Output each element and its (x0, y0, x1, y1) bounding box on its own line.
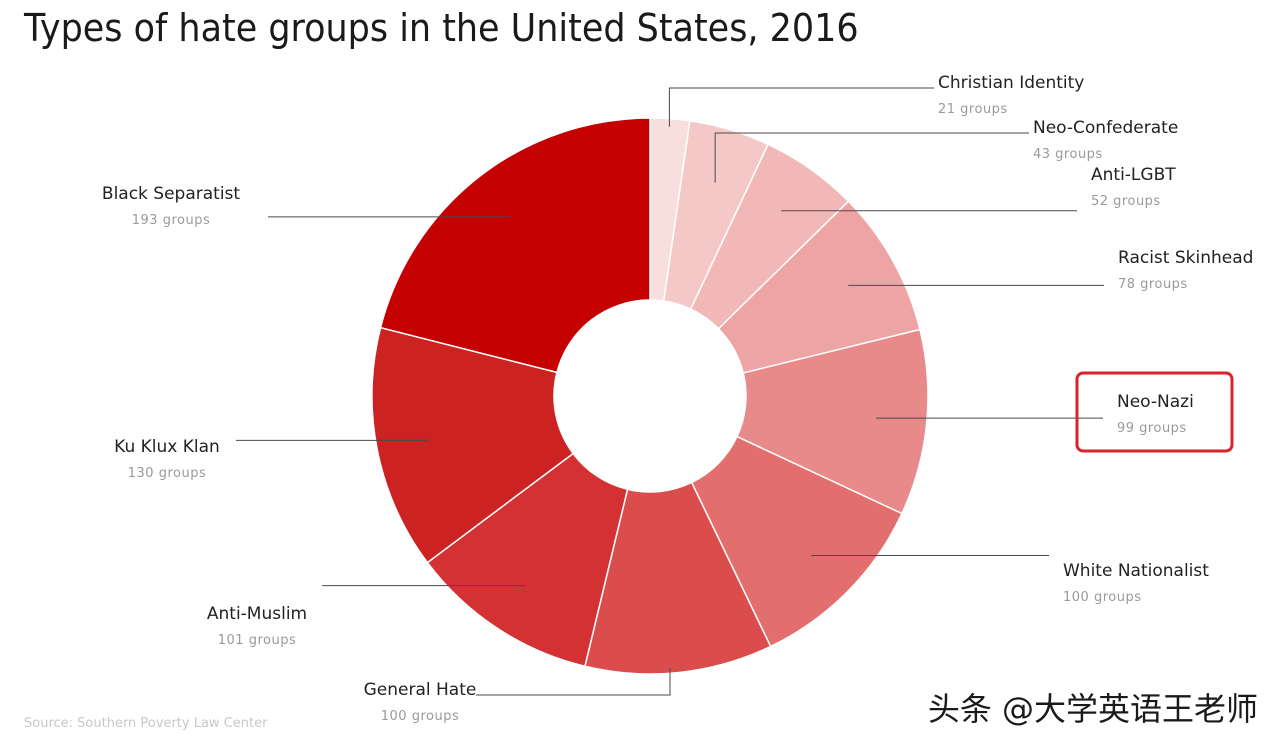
label-anti-muslim: Anti-Muslim 101 groups (207, 604, 307, 648)
label-name-racist-skinhead: Racist Skinhead (1118, 248, 1253, 268)
label-general-hate: General Hate 100 groups (364, 680, 477, 724)
slice-anti-muslim (426, 452, 629, 668)
label-name-neo-nazi: Neo-Nazi (1117, 392, 1194, 412)
label-name-anti-lgbt: Anti-LGBT (1091, 165, 1176, 185)
labels-layer: Christian Identity 21 groups Neo-Confedera… (102, 73, 1254, 724)
label-name-christian-identity: Christian Identity (938, 73, 1084, 93)
label-count-anti-lgbt: 52 groups (1091, 194, 1161, 209)
label-count-neo-confederate: 43 groups (1033, 147, 1103, 162)
label-christian-identity: Christian Identity 21 groups (938, 73, 1084, 117)
slice-general-hate (583, 481, 772, 675)
highlight-box-neo-nazi (1075, 371, 1234, 453)
label-count-racist-skinhead: 78 groups (1118, 277, 1188, 292)
leader-line-neo-confederate (714, 132, 1029, 183)
leader-lines-layer (236, 87, 1104, 696)
label-name-anti-muslim: Anti-Muslim (207, 604, 307, 624)
slice-neo-nazi (735, 328, 929, 515)
label-name-black-separatist: Black Separatist (102, 184, 241, 204)
slice-ku-klux-klan (371, 326, 575, 564)
label-name-white-nationalist: White Nationalist (1063, 561, 1209, 581)
label-neo-confederate: Neo-Confederate 43 groups (1033, 118, 1178, 162)
slice-black-separatist (379, 117, 651, 374)
slice-white-nationalist (690, 435, 903, 648)
label-count-general-hate: 100 groups (381, 709, 459, 724)
label-ku-klux-klan: Ku Klux Klan 130 groups (114, 437, 220, 481)
label-neo-nazi: Neo-Nazi 99 groups (1117, 392, 1194, 436)
chart-title: Types of hate groups in the United State… (24, 6, 859, 50)
source-note: Source: Southern Poverty Law Center (24, 716, 268, 731)
leader-line-general-hate (476, 668, 671, 696)
label-name-ku-klux-klan: Ku Klux Klan (114, 437, 220, 457)
label-count-neo-nazi: 99 groups (1117, 421, 1187, 436)
label-count-black-separatist: 193 groups (132, 213, 210, 228)
label-white-nationalist: White Nationalist 100 groups (1063, 561, 1209, 605)
label-racist-skinhead: Racist Skinhead 78 groups (1118, 248, 1253, 292)
label-name-neo-confederate: Neo-Confederate (1033, 118, 1178, 138)
label-anti-lgbt: Anti-LGBT 52 groups (1091, 165, 1176, 209)
slices-layer (371, 117, 929, 675)
leader-line-christian-identity (668, 87, 934, 127)
label-count-christian-identity: 21 groups (938, 102, 1008, 117)
label-black-separatist: Black Separatist 193 groups (102, 184, 241, 228)
label-count-white-nationalist: 100 groups (1063, 590, 1141, 605)
label-name-general-hate: General Hate (364, 680, 477, 700)
watermark: 头条 @大学英语王老师 (927, 690, 1258, 728)
label-count-ku-klux-klan: 130 groups (128, 466, 206, 481)
label-count-anti-muslim: 101 groups (218, 633, 296, 648)
